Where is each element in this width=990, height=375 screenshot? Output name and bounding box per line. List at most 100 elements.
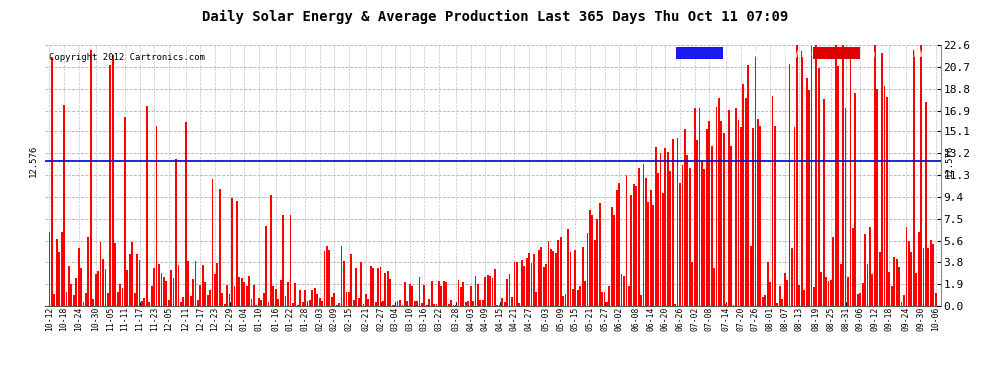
- Bar: [847, 277, 848, 306]
- Bar: [631, 195, 633, 306]
- Bar: [825, 277, 827, 306]
- Text: Copyright 2012 Cartronics.com: Copyright 2012 Cartronics.com: [50, 53, 205, 62]
- Bar: [552, 251, 554, 306]
- Bar: [414, 302, 416, 306]
- Bar: [127, 270, 129, 306]
- Bar: [321, 301, 323, 306]
- Bar: [426, 305, 428, 306]
- Bar: [833, 237, 835, 306]
- Bar: [876, 88, 878, 306]
- Bar: [704, 169, 705, 306]
- Bar: [165, 281, 167, 306]
- Bar: [270, 195, 272, 306]
- Bar: [58, 252, 60, 306]
- Bar: [441, 286, 443, 306]
- Bar: [482, 300, 484, 306]
- Bar: [838, 66, 840, 306]
- Bar: [146, 106, 148, 306]
- Bar: [881, 53, 883, 306]
- Bar: [840, 264, 842, 306]
- Bar: [119, 284, 121, 306]
- Bar: [319, 298, 321, 306]
- Bar: [277, 299, 279, 306]
- Bar: [404, 282, 406, 306]
- Bar: [647, 202, 649, 306]
- Bar: [896, 259, 898, 306]
- Bar: [357, 298, 359, 306]
- Bar: [686, 154, 688, 306]
- Bar: [791, 248, 793, 306]
- Bar: [811, 46, 813, 306]
- Bar: [623, 276, 625, 306]
- Bar: [248, 276, 249, 306]
- Text: Daily Solar Energy & Average Production Last 365 Days Thu Oct 11 07:09: Daily Solar Energy & Average Production …: [202, 9, 788, 24]
- Bar: [224, 304, 226, 306]
- Bar: [533, 254, 535, 306]
- Bar: [92, 298, 94, 306]
- Bar: [501, 298, 503, 306]
- Bar: [244, 282, 246, 306]
- Bar: [287, 282, 289, 306]
- Bar: [579, 286, 581, 306]
- Bar: [289, 215, 291, 306]
- Bar: [893, 257, 895, 306]
- Bar: [856, 294, 858, 306]
- Bar: [253, 285, 254, 306]
- Bar: [711, 146, 713, 306]
- Bar: [307, 301, 309, 306]
- Bar: [749, 246, 751, 306]
- Bar: [469, 286, 471, 306]
- Bar: [541, 247, 543, 306]
- Bar: [496, 305, 498, 306]
- Bar: [706, 129, 708, 306]
- Bar: [713, 268, 715, 306]
- Bar: [167, 300, 169, 306]
- Bar: [516, 262, 518, 306]
- Bar: [474, 276, 476, 306]
- Bar: [806, 78, 808, 306]
- Bar: [267, 302, 269, 306]
- Bar: [409, 284, 411, 306]
- Bar: [350, 254, 352, 306]
- Bar: [643, 164, 644, 306]
- Bar: [594, 240, 596, 306]
- Bar: [718, 98, 720, 306]
- Bar: [891, 286, 893, 306]
- Bar: [397, 301, 399, 306]
- Bar: [87, 237, 89, 306]
- Bar: [611, 207, 613, 306]
- Bar: [886, 97, 888, 306]
- Bar: [250, 299, 252, 306]
- Bar: [591, 215, 593, 306]
- Bar: [55, 239, 57, 306]
- Bar: [326, 246, 328, 306]
- Bar: [107, 293, 109, 306]
- Bar: [557, 240, 559, 306]
- Text: 12.576: 12.576: [945, 144, 954, 177]
- Bar: [187, 261, 189, 306]
- Text: 12.576: 12.576: [30, 144, 39, 177]
- Bar: [662, 194, 664, 306]
- Bar: [457, 280, 459, 306]
- Bar: [669, 171, 671, 306]
- Bar: [431, 281, 433, 306]
- Bar: [550, 249, 551, 306]
- Bar: [844, 108, 846, 306]
- Bar: [638, 168, 640, 306]
- Bar: [935, 293, 937, 306]
- Bar: [854, 93, 856, 306]
- Bar: [122, 288, 124, 306]
- Bar: [467, 301, 469, 306]
- Bar: [657, 173, 659, 306]
- Bar: [626, 175, 628, 306]
- Bar: [842, 36, 844, 306]
- Bar: [65, 292, 67, 306]
- Bar: [582, 247, 583, 306]
- Bar: [95, 274, 97, 306]
- Bar: [752, 129, 754, 306]
- Bar: [676, 138, 678, 306]
- Bar: [447, 304, 449, 306]
- Bar: [564, 294, 566, 306]
- Bar: [260, 300, 262, 306]
- Bar: [132, 242, 133, 306]
